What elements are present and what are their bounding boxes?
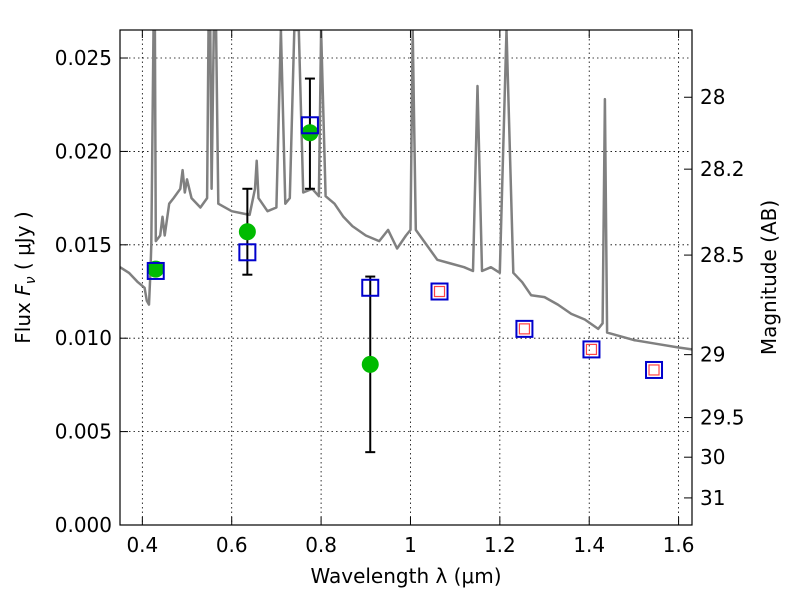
observed-flux-point [238, 223, 256, 241]
right-tick-label: 28.2 [700, 157, 745, 181]
x-axis-label: Wavelength λ (μm) [310, 564, 501, 588]
x-tick-label: 1 [404, 533, 417, 557]
model-photometry-square [645, 360, 664, 379]
model-photometry-square [300, 116, 319, 135]
model-photometry-square [361, 278, 380, 297]
photometry-markers [146, 77, 664, 454]
model-photometry-square [238, 243, 257, 262]
x-tick-label: 1.2 [484, 533, 516, 557]
right-tick-label: 29.5 [700, 406, 745, 430]
right-tick-label: 28.5 [700, 243, 745, 267]
y-tick-label: 0.025 [55, 46, 112, 70]
spectrum-line [120, 30, 692, 351]
model-photometry-square [146, 261, 165, 280]
x-tick-label: 0.4 [126, 533, 158, 557]
y-axis-label: Flux Fν ( μJy ) [11, 211, 39, 343]
y-tick-label: 0.015 [55, 233, 112, 257]
right-tick-label: 28 [700, 85, 725, 109]
axis-ticks: 0.4 0.6 0.8 1 1.2 1.4 1.6 0.000 0.005 0.010 0.015 0… [55, 30, 745, 557]
predicted-photometry-square [518, 323, 531, 335]
y-tick-label: 0.005 [55, 420, 112, 444]
y-tick-label: 0.010 [55, 326, 112, 350]
right-axis-label: Magnitude (AB) [757, 200, 781, 355]
predicted-photometry-square [433, 285, 446, 298]
predicted-photometry-square [585, 343, 598, 356]
x-tick-label: 0.6 [216, 533, 248, 557]
y-tick-label: 0.000 [55, 513, 112, 537]
observed-flux-point [361, 355, 379, 373]
y-tick-label: 0.020 [55, 139, 112, 163]
x-tick-label: 1.4 [573, 533, 605, 557]
right-tick-label: 31 [700, 486, 725, 510]
right-tick-label: 30 [700, 445, 725, 469]
model-spectrum [120, 30, 692, 351]
model-photometry-square [515, 319, 534, 338]
plot-area-frame [119, 29, 693, 526]
x-tick-label: 0.8 [305, 533, 337, 557]
x-tick-label: 1.6 [663, 533, 695, 557]
model-photometry-square [582, 340, 601, 359]
right-tick-label: 29 [700, 343, 725, 367]
model-photometry-square [430, 282, 449, 301]
predicted-photometry-square [648, 364, 660, 376]
